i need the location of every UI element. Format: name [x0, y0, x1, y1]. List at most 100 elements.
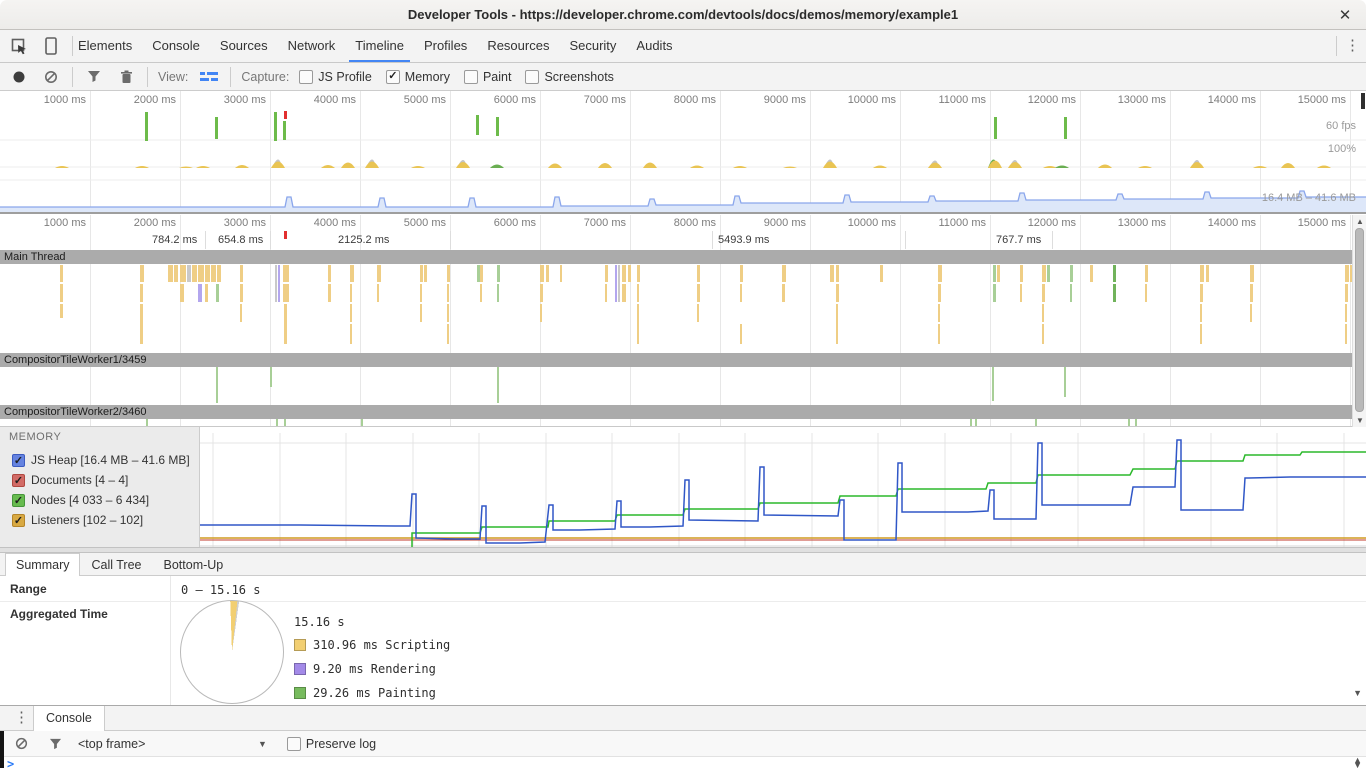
flame-event-bar: [275, 265, 277, 302]
timeline-overview[interactable]: 1000 ms 2000 ms 3000 ms 4000 ms 5000 ms 6000 …: [0, 91, 1366, 214]
counter-js-heap[interactable]: ✓ JS Heap [16.4 MB – 41.6 MB]: [12, 453, 190, 467]
pane-splitter[interactable]: [0, 547, 1366, 553]
close-icon[interactable]: ✕: [1338, 7, 1352, 24]
worker-event-bar: [146, 419, 148, 426]
flame-event-bar: [1042, 324, 1044, 344]
scroll-down-icon[interactable]: ▼: [1356, 416, 1364, 425]
record-icon[interactable]: [8, 66, 30, 88]
nodes-checkbox-icon[interactable]: ✓: [12, 493, 25, 507]
drawer-menu-icon[interactable]: ⋮: [14, 709, 29, 726]
flame-event-bar: [1020, 284, 1022, 302]
flame-event-bar: [605, 265, 608, 282]
flame-event-bar: [480, 284, 482, 302]
screenshots-checkbox-icon[interactable]: [525, 69, 540, 84]
documents-checkbox-icon[interactable]: ✓: [12, 473, 25, 487]
ruler-tick-label: 10000 ms: [847, 217, 896, 229]
counter-documents[interactable]: ✓ Documents [4 – 4]: [12, 473, 129, 487]
thread-header-main[interactable]: Main Thread: [0, 250, 1352, 264]
window-edge-artifact: [0, 731, 4, 768]
js-profile-checkbox-icon[interactable]: [299, 69, 314, 84]
tab-summary[interactable]: Summary: [5, 553, 81, 577]
frame-divider: [270, 231, 271, 249]
listeners-checkbox-icon[interactable]: ✓: [12, 513, 25, 527]
flame-event-bar: [1350, 265, 1353, 282]
gridline: [630, 91, 631, 212]
devtools-menu-icon[interactable]: ⋮: [1345, 37, 1360, 54]
chevron-down-icon: ▼: [258, 738, 267, 749]
thread-header-worker1[interactable]: CompositorTileWorker1/3459: [0, 353, 1352, 367]
ruler-tick-label: 15000 ms: [1297, 217, 1346, 229]
checkbox-paint[interactable]: Paint: [463, 69, 511, 84]
flame-chart-pane[interactable]: 1000 ms 2000 ms 3000 ms 4000 ms 5000 ms 6000 …: [0, 215, 1366, 427]
gridline: [810, 91, 811, 212]
memory-checkbox-icon[interactable]: ✓: [385, 69, 400, 84]
counter-listeners[interactable]: ✓ Listeners [102 – 102]: [12, 513, 144, 527]
worker-event-bar: [970, 419, 972, 426]
console-prompt-area[interactable]: > ▲ ▼: [0, 755, 1366, 768]
summary-scroll-down-icon[interactable]: ▼: [1353, 688, 1362, 698]
checkbox-js-profile[interactable]: JS Profile: [299, 69, 372, 84]
tab-sources[interactable]: Sources: [219, 38, 268, 53]
preserve-log-checkbox[interactable]: Preserve log: [286, 736, 376, 751]
tab-call-tree[interactable]: Call Tree: [91, 558, 142, 572]
tab-security[interactable]: Security: [569, 38, 617, 53]
gridline: [1350, 91, 1351, 212]
flame-event-bar: [240, 265, 243, 282]
worker-event-bar: [270, 367, 272, 387]
overview-right-handle[interactable]: [1361, 93, 1365, 109]
flame-event-bar: [782, 284, 785, 302]
flamechart-view-icon[interactable]: [198, 66, 220, 88]
trash-icon[interactable]: [115, 66, 137, 88]
device-toolbar-icon[interactable]: [40, 35, 62, 57]
console-filter-icon[interactable]: [44, 733, 66, 755]
range-value: 0 — 15.16 s: [181, 583, 261, 597]
checkbox-memory[interactable]: ✓ Memory: [385, 69, 450, 84]
scroll-up-icon[interactable]: ▲: [1356, 217, 1364, 226]
filter-icon[interactable]: [83, 66, 105, 88]
flame-event-bar: [283, 284, 289, 302]
frame-context-select[interactable]: <top frame> ▼: [78, 737, 267, 751]
flame-event-bar: [938, 284, 941, 302]
ruler-tick-label: 2000 ms: [133, 217, 176, 229]
flame-event-bar: [1113, 265, 1116, 282]
tab-bottom-up[interactable]: Bottom-Up: [163, 558, 224, 572]
preserve-log-checkbox-icon[interactable]: [286, 736, 301, 751]
flame-event-bar: [1345, 324, 1347, 344]
paint-checkbox-icon[interactable]: [463, 69, 478, 84]
ruler-tick-label: 13000 ms: [1117, 94, 1166, 106]
inspect-element-icon[interactable]: [8, 35, 30, 57]
flame-event-bar: [447, 284, 449, 302]
console-toolbar: <top frame> ▼ Preserve log: [0, 731, 1366, 757]
flame-scrollbar[interactable]: ▲ ▼: [1352, 215, 1366, 427]
gridline: [450, 215, 451, 426]
gridline: [1170, 91, 1171, 212]
flame-event-bar: [622, 284, 626, 302]
flame-event-bar: [497, 265, 500, 282]
ruler-tick-label: 8000 ms: [673, 217, 716, 229]
console-drawer-tab[interactable]: Console: [33, 706, 105, 731]
js-heap-checkbox-icon[interactable]: ✓: [12, 453, 25, 467]
flame-event-bar: [447, 265, 450, 282]
tab-console[interactable]: Console: [152, 38, 200, 53]
clear-icon[interactable]: [40, 66, 62, 88]
tab-resources[interactable]: Resources: [487, 38, 550, 53]
counter-nodes[interactable]: ✓ Nodes [4 033 – 6 434]: [12, 493, 150, 507]
console-clear-icon[interactable]: [10, 733, 32, 755]
flame-scrollbar-thumb[interactable]: [1355, 228, 1364, 412]
flame-event-bar: [174, 265, 178, 282]
flame-event-bar: [740, 265, 743, 282]
tab-network[interactable]: Network: [287, 38, 336, 53]
gridline: [1080, 215, 1081, 426]
tab-audits[interactable]: Audits: [636, 38, 673, 53]
divider: [230, 66, 232, 87]
checkbox-screenshots[interactable]: Screenshots: [525, 69, 614, 84]
flame-event-bar: [830, 265, 834, 282]
tab-timeline[interactable]: Timeline: [345, 30, 414, 62]
drawer-resize-icon[interactable]: ▲ ▼: [1353, 755, 1362, 768]
memory-counters-chart[interactable]: [200, 427, 1366, 547]
flame-event-bar: [938, 304, 940, 322]
tab-elements[interactable]: Elements: [78, 38, 133, 53]
flame-event-bar: [447, 324, 449, 344]
thread-header-worker2[interactable]: CompositorTileWorker2/3460: [0, 405, 1352, 419]
tab-profiles[interactable]: Profiles: [423, 38, 468, 53]
